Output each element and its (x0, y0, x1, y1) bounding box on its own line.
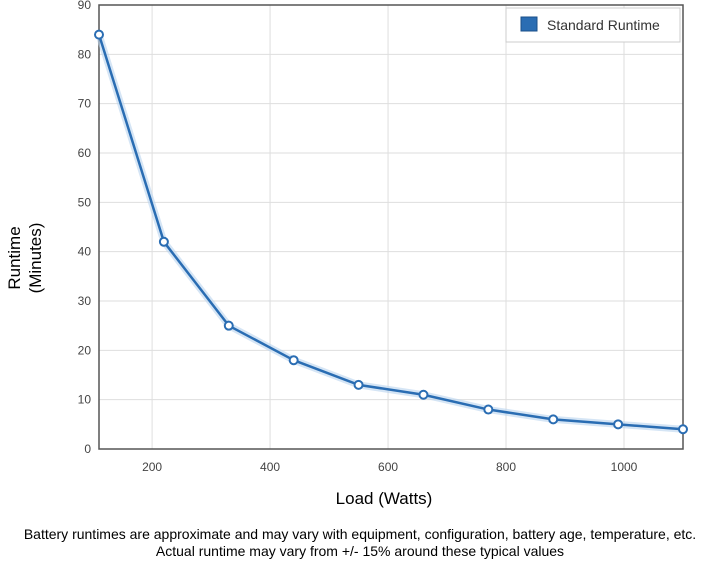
y-tick-label: 70 (78, 97, 92, 111)
data-point (418, 389, 429, 400)
legend-label: Standard Runtime (547, 17, 660, 33)
footnote-line-1: Battery runtimes are approximate and may… (23, 526, 697, 542)
series-line-shadow (95, 31, 687, 433)
y-axis-ticks: 0 10 20 30 40 50 60 70 80 90 (78, 0, 92, 456)
data-point (94, 29, 104, 40)
y-tick-label: 40 (78, 245, 92, 259)
x-tick-label: 800 (496, 460, 516, 474)
data-point (613, 419, 624, 430)
y-axis-title-line1: Runtime (5, 226, 24, 289)
data-point (158, 236, 169, 247)
data-point (483, 404, 494, 415)
plot-area-frame (98, 4, 684, 450)
x-tick-label: 400 (260, 460, 280, 474)
x-axis-ticks: 200 400 600 800 1000 (142, 460, 638, 474)
data-point (678, 424, 688, 435)
y-tick-label: 20 (78, 343, 92, 357)
x-tick-label: 1000 (611, 460, 638, 474)
x-tick-label: 200 (142, 460, 162, 474)
x-tick-label: 600 (378, 460, 398, 474)
y-tick-label: 30 (78, 294, 92, 308)
data-point (223, 320, 234, 331)
runtime-chart: 0 10 20 30 40 50 60 70 80 90 200 400 600 800 1000 Sta… (5, 0, 688, 508)
y-tick-label: 90 (78, 0, 92, 12)
data-point (353, 379, 364, 390)
y-tick-label: 10 (78, 393, 92, 407)
y-axis-title-line2: (Minutes) (26, 223, 45, 294)
x-axis-title: Load (Watts) (336, 489, 433, 508)
series-layer (94, 29, 688, 435)
data-point (548, 414, 559, 425)
legend: Standard Runtime (505, 7, 681, 43)
legend-swatch (520, 16, 538, 32)
footnote-line-2: Actual runtime may vary from +/- 15% aro… (155, 543, 565, 559)
y-tick-label: 60 (78, 146, 92, 160)
series-line (97, 33, 685, 431)
grid-lines (99, 5, 683, 449)
y-tick-label: 80 (78, 47, 92, 61)
y-tick-label: 0 (84, 442, 91, 456)
y-tick-label: 50 (78, 195, 92, 209)
data-point (288, 355, 299, 366)
